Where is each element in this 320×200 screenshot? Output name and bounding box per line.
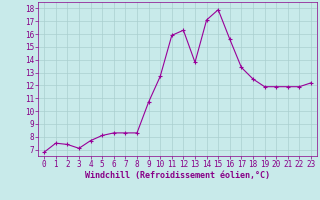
X-axis label: Windchill (Refroidissement éolien,°C): Windchill (Refroidissement éolien,°C)	[85, 171, 270, 180]
